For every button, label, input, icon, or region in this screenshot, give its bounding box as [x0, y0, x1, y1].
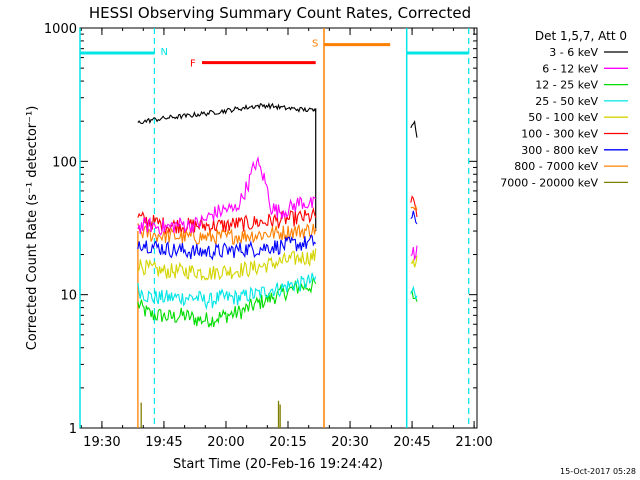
- legend-label: 12 - 25 keV: [535, 79, 598, 92]
- legend-label: 6 - 12 keV: [542, 62, 598, 75]
- y-axis: 1 10 100 1000: [44, 22, 477, 437]
- y-tick-label: 1000: [44, 22, 77, 37]
- series-line: [137, 272, 317, 311]
- band-label: F: [190, 59, 196, 70]
- series-line: [410, 195, 418, 217]
- x-axis: 19:30 19:45 20:00 20:15 20:30 20:45 21:00: [80, 28, 493, 450]
- series-line: [137, 206, 317, 235]
- band-label: N: [160, 47, 167, 58]
- series-line: [410, 255, 418, 268]
- y-axis-label: Corrected Count Rate (s⁻¹ detector⁻¹): [25, 106, 40, 351]
- series-line: [137, 248, 317, 282]
- series-line: [137, 155, 317, 236]
- legend-label: 50 - 100 keV: [528, 111, 598, 124]
- series-line: [410, 285, 418, 301]
- y-tick-label: 1: [69, 422, 77, 437]
- legend-label: 25 - 50 keV: [535, 95, 598, 108]
- series-line: [137, 102, 317, 125]
- y-tick-label: 10: [60, 289, 77, 304]
- legend-title: Det 1,5,7, Att 0: [535, 29, 627, 43]
- legend-label: 3 - 6 keV: [549, 46, 598, 59]
- series-line: [137, 234, 317, 261]
- series-line: [410, 210, 418, 225]
- legend-label: 7000 - 20000 keV: [500, 176, 598, 189]
- attenuator-bands: N F S: [79, 28, 470, 428]
- x-tick-label: 20:45: [393, 435, 430, 450]
- series-line: [410, 204, 418, 211]
- y-tick-label: 100: [52, 155, 77, 170]
- x-tick-label: 19:30: [83, 435, 120, 450]
- x-axis-label: Start Time (20-Feb-16 19:24:42): [173, 457, 383, 472]
- chart-title: HESSI Observing Summary Count Rates, Cor…: [89, 4, 471, 22]
- legend-label: 300 - 800 keV: [521, 144, 598, 157]
- x-tick-label: 20:15: [269, 435, 306, 450]
- x-tick-label: 20:30: [331, 435, 368, 450]
- series-layer: [137, 102, 418, 428]
- legend-label: 800 - 7000 keV: [514, 160, 598, 173]
- x-tick-label: 20:00: [207, 435, 244, 450]
- series-line: [137, 277, 317, 328]
- band-label: S: [312, 39, 318, 50]
- series-line: [410, 245, 418, 262]
- series-line: [410, 120, 418, 138]
- footer-timestamp: 15-Oct-2017 05:28: [560, 467, 636, 476]
- legend-label: 100 - 300 keV: [521, 128, 598, 141]
- x-tick-label: 19:45: [145, 435, 182, 450]
- x-tick-label: 21:00: [455, 435, 492, 450]
- series-line: [137, 223, 317, 245]
- legend: Det 1,5,7, Att 0 3 - 6 keV 6 - 12 keV 12 -…: [500, 29, 628, 189]
